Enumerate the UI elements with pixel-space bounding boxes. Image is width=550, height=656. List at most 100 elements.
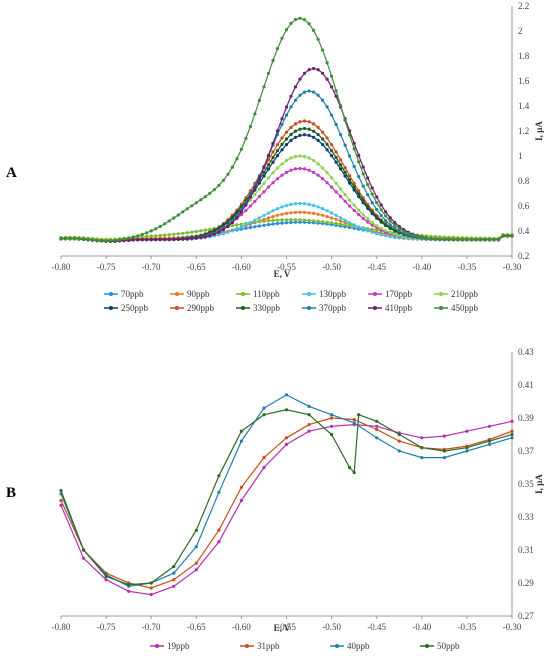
data-point (257, 176, 261, 180)
data-point (393, 235, 397, 239)
legend-b: 19ppb 31ppb 40ppb 50ppb (150, 641, 460, 651)
data-point (280, 122, 284, 127)
data-point (235, 227, 239, 231)
data-point (321, 143, 325, 147)
data-point (352, 421, 356, 425)
data-point (348, 178, 352, 182)
legend-item: 450ppb (434, 303, 479, 313)
data-point (217, 474, 221, 478)
data-point (339, 104, 343, 108)
data-point (397, 449, 401, 453)
data-point (289, 125, 293, 129)
x-tick-label: -0.45 (367, 262, 386, 272)
legend-label: 450ppb (451, 303, 479, 313)
series-line (60, 17, 512, 242)
data-point (348, 133, 352, 137)
data-point (339, 187, 343, 191)
legend-marker (241, 306, 245, 310)
data-point (325, 171, 329, 175)
legend-label: 90ppb (187, 289, 210, 299)
data-point (271, 155, 275, 160)
data-point (163, 222, 167, 226)
series-group-a (59, 16, 514, 243)
data-point (375, 424, 379, 428)
data-point (199, 198, 203, 202)
data-point (82, 548, 86, 552)
data-point (244, 223, 248, 227)
data-point (321, 213, 325, 217)
legend-marker (439, 306, 443, 310)
data-point (271, 215, 275, 219)
data-point (266, 167, 271, 171)
data-point (316, 173, 320, 177)
data-point (388, 226, 392, 230)
x-axis-label-b: E, V (274, 623, 291, 633)
data-point (302, 71, 307, 75)
y-tick-label: 0.33 (518, 512, 534, 522)
data-point (266, 223, 271, 227)
data-point (357, 192, 361, 196)
data-point (280, 218, 284, 222)
series-line (60, 155, 512, 242)
data-point (388, 216, 392, 220)
data-point (316, 219, 320, 223)
data-point (370, 223, 374, 227)
data-point (235, 216, 239, 220)
data-point (239, 485, 243, 489)
data-point (312, 122, 316, 126)
data-point (366, 183, 370, 187)
data-point (330, 211, 334, 215)
data-point (298, 133, 302, 137)
data-point (307, 168, 311, 172)
data-point (370, 201, 374, 205)
data-point (293, 85, 298, 89)
data-point (379, 213, 383, 218)
data-point (199, 236, 203, 240)
data-point (388, 231, 392, 235)
legend-label: 19ppb (167, 641, 190, 651)
data-point (226, 224, 230, 229)
data-point (384, 219, 388, 223)
data-point (59, 503, 63, 507)
data-point (289, 94, 293, 98)
data-point (266, 219, 271, 223)
data-point (321, 207, 325, 211)
data-point (194, 229, 198, 234)
data-point (397, 227, 401, 231)
data-point (284, 130, 289, 134)
legend-item: 290ppb (170, 303, 215, 313)
data-point (266, 185, 271, 189)
legend-item: 50ppb (420, 641, 460, 651)
data-point (181, 237, 185, 241)
data-point (284, 105, 289, 109)
data-point (280, 221, 284, 225)
data-point (312, 219, 316, 223)
data-point (465, 238, 469, 242)
data-point (230, 224, 234, 228)
data-point (257, 194, 261, 199)
data-point (330, 221, 334, 225)
data-point (280, 173, 284, 177)
data-point (388, 223, 392, 227)
data-point (330, 185, 334, 189)
legend-marker (241, 292, 245, 296)
data-point (167, 233, 171, 237)
data-point (293, 220, 298, 224)
data-point (266, 163, 271, 167)
data-point (109, 239, 113, 243)
data-point (284, 203, 289, 208)
x-tick-label: -0.80 (52, 262, 71, 272)
data-point (154, 238, 158, 242)
data-point (307, 156, 311, 160)
y-tick-label: 0.43 (518, 347, 534, 357)
data-point (361, 216, 365, 221)
data-point (100, 239, 104, 243)
x-tick-labels-b: -0.80 -0.75 -0.70 -0.65 -0.60 -0.55 -0.50 -0.45… (52, 616, 522, 632)
data-point (199, 229, 203, 233)
data-point (176, 232, 180, 236)
panel-label-a: A (6, 165, 17, 181)
data-point (293, 122, 298, 126)
data-point (316, 132, 320, 137)
data-point (316, 212, 320, 216)
data-point (352, 203, 356, 207)
